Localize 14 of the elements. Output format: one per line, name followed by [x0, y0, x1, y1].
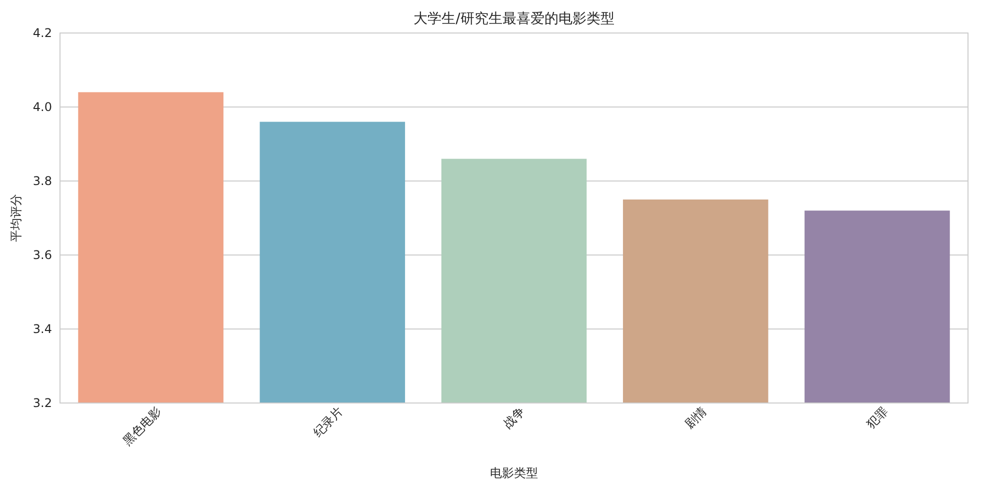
chart-title: 大学生/研究生最喜爱的电影类型	[414, 11, 614, 27]
y-tick-label: 3.2	[32, 396, 52, 410]
x-tick-label: 纪录片	[310, 404, 346, 440]
y-tick-label: 4.2	[32, 26, 52, 40]
y-tick-label: 3.6	[32, 248, 52, 262]
x-tick-label: 剧情	[682, 404, 710, 432]
x-tick-label: 黑色电影	[120, 404, 164, 448]
y-tick-label: 3.8	[32, 174, 52, 188]
x-axis-title: 电影类型	[490, 466, 538, 480]
x-tick-label: 战争	[500, 404, 528, 432]
y-tick-label: 4.0	[32, 100, 52, 114]
x-tick-label: 犯罪	[864, 404, 891, 432]
y-tick-label: 3.4	[32, 322, 52, 336]
y-axis-title: 平均评分	[9, 194, 23, 242]
